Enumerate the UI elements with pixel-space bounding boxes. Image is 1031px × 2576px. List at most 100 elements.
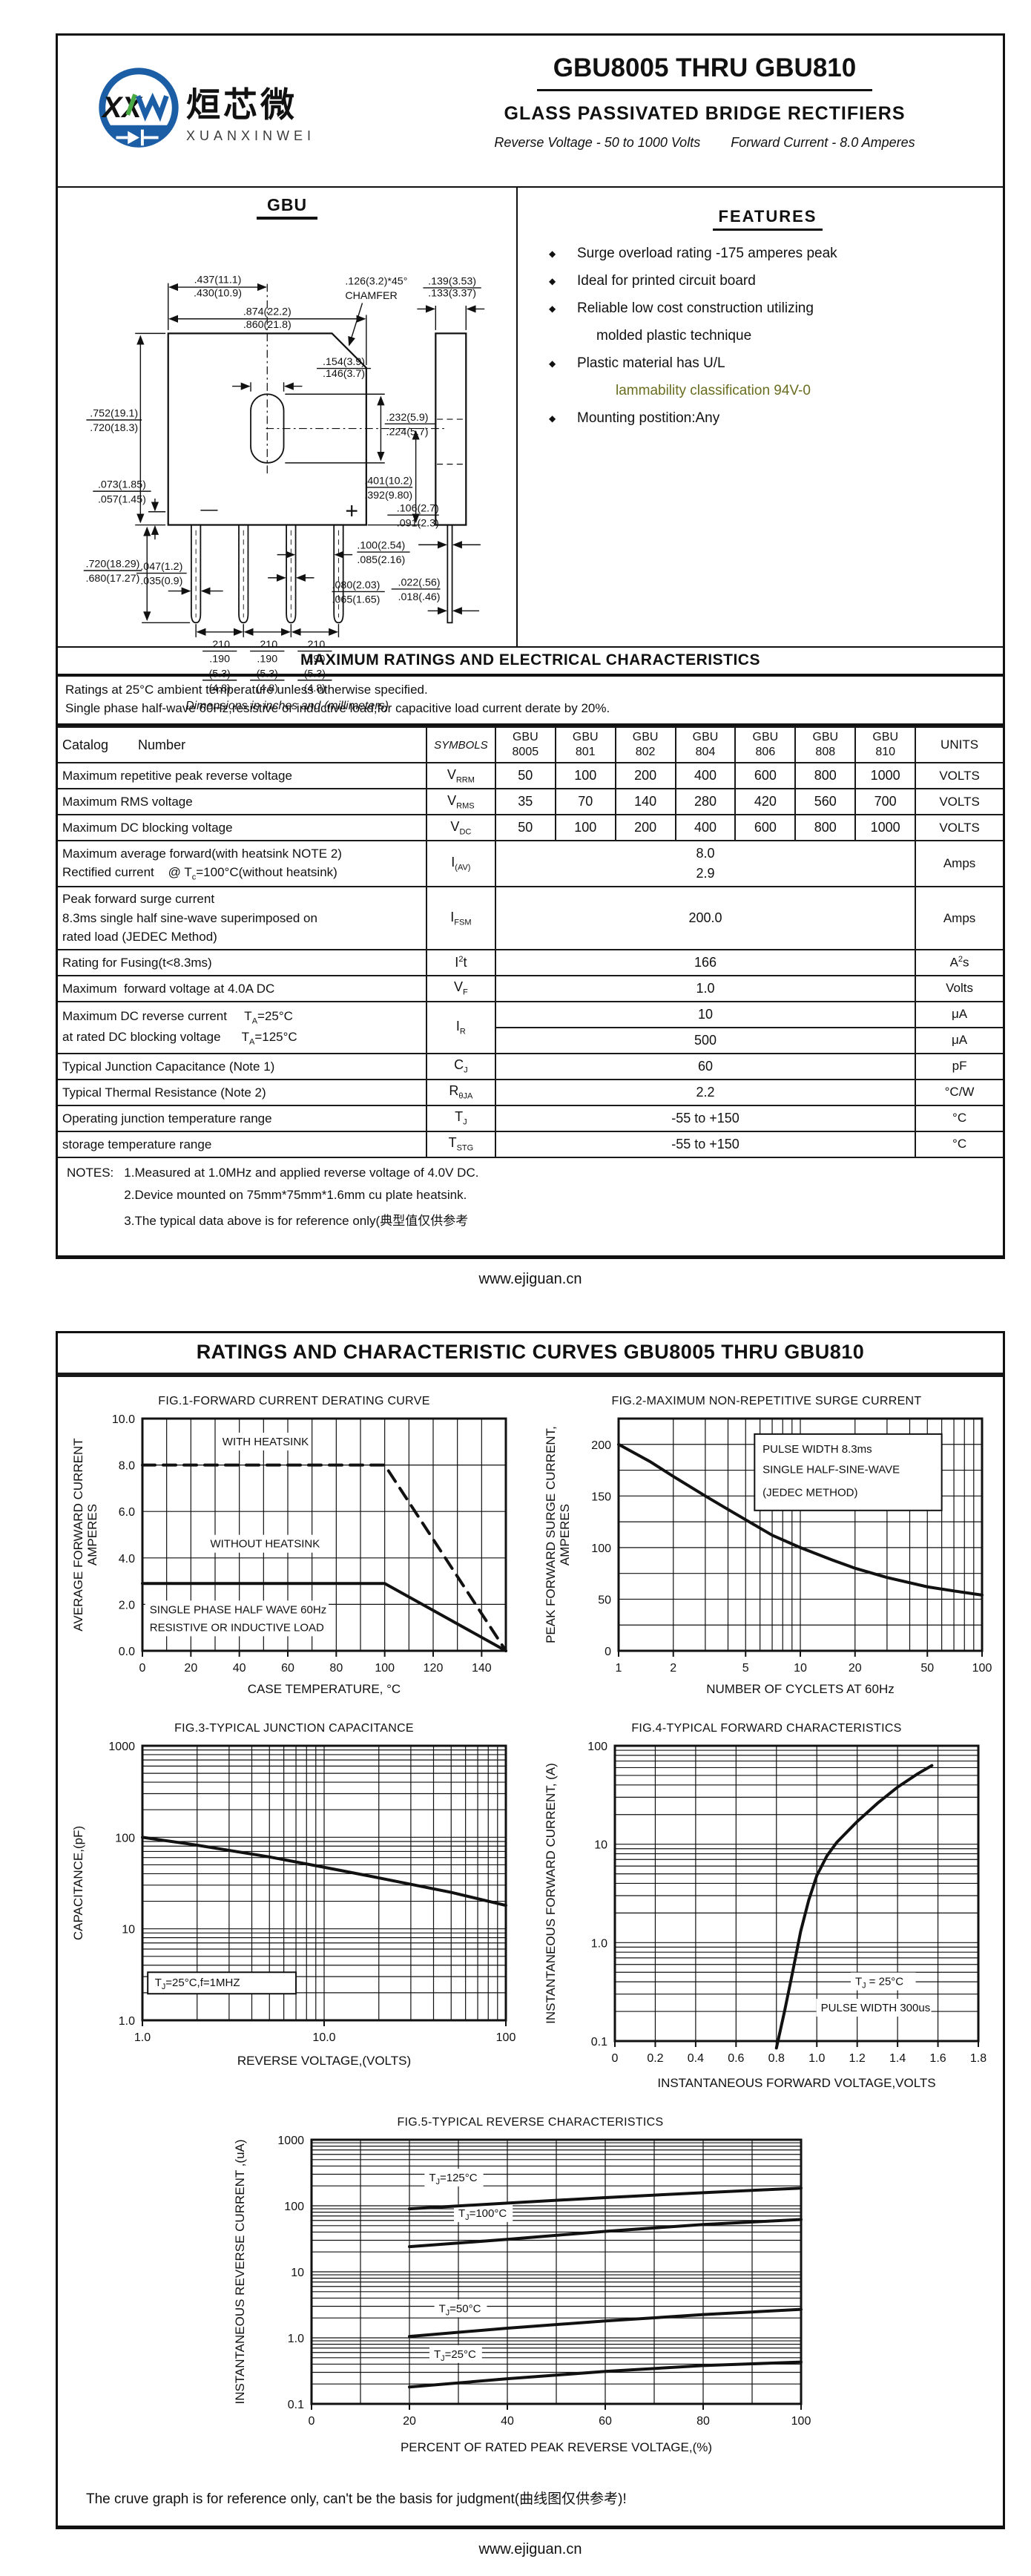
features-title: FEATURES (712, 207, 823, 231)
svg-text:40: 40 (501, 2415, 514, 2428)
fig4-title: FIG.4-TYPICAL FORWARD CHARACTERISTICS (631, 1721, 902, 1735)
svg-text:10: 10 (291, 2267, 304, 2279)
page2-frame: RATINGS AND CHARACTERISTIC CURVES GBU800… (56, 1330, 1005, 2529)
brand-name-cn: 烜芯微 (186, 85, 297, 124)
svg-text:0: 0 (605, 1646, 611, 1658)
svg-text:6.0: 6.0 (118, 1506, 134, 1519)
minus-marking: — (200, 499, 218, 518)
svg-text:1.0: 1.0 (288, 2333, 304, 2345)
dimension-label: .210 (209, 639, 230, 651)
dimension-label: .139(3.53) (428, 275, 476, 287)
spec-label-cell: Maximum forward voltage at 4.0A DC (58, 974, 427, 1002)
svg-text:0.1: 0.1 (590, 2036, 607, 2048)
table-header-row: Catalog Number SYMBOLS GBU 8005 GBU 801 GBU 802… (58, 726, 1003, 764)
dimension-label: .210 (305, 639, 326, 651)
value-cell: 100 (554, 814, 616, 842)
dimension-label: .430(10.9) (194, 287, 242, 299)
page-subtitle: GLASS PASSIVATED BRIDGE RECTIFIERS (504, 103, 906, 124)
svg-text:20: 20 (848, 1662, 861, 1675)
curves-title: RATINGS AND CHARACTERISTIC CURVES GBU800… (58, 1333, 1003, 1377)
svg-text:1.0: 1.0 (808, 2052, 825, 2065)
svg-text:100: 100 (587, 1741, 607, 1753)
feature-item: Surge overload rating -175 amperes peak (547, 246, 988, 262)
svg-text:20: 20 (403, 2415, 416, 2428)
dimension-label: .100(2.54) (357, 540, 405, 552)
feature-item: Reliable low cost construction utilizing (547, 300, 988, 317)
x-axis-label: CASE TEMPERATURE, °C (247, 1682, 400, 1696)
value-cell: 8.0 2.9 (494, 840, 917, 888)
spec-line: Reverse Voltage - 50 to 1000 Volts Forwa… (406, 135, 1003, 151)
svg-text:60: 60 (599, 2415, 612, 2428)
dimension-label: .720(18.3) (90, 422, 138, 434)
svg-text:60: 60 (281, 1662, 294, 1675)
value-cell: 800 (794, 762, 857, 790)
svg-text:XX: XX (101, 91, 143, 123)
dimension-label: .047(1.2) (140, 561, 182, 573)
value-cell: 60 (494, 1052, 917, 1080)
value-cell: 700 (854, 788, 917, 816)
device-column-header: GBU 808 (794, 726, 857, 764)
fig4-chart: 0 0.2 0.4 0.6 0.8 1.0 1.2 1.4 1.6 1.8 0.1 1.0 10 100 T… (544, 1741, 986, 2090)
dimension-label: .065(1.65) (332, 594, 381, 606)
svg-text:100: 100 (284, 2201, 304, 2213)
y-axis-label: INSTANTANEOUS FORWARD CURRENT, (A) (544, 1763, 558, 2024)
device-column-header: GBU 801 (554, 726, 616, 764)
svg-text:150: 150 (591, 1491, 611, 1503)
value-cell: 420 (734, 788, 797, 816)
x-axis-label: REVERSE VOLTAGE,(VOLTS) (237, 2054, 410, 2068)
svg-text:100: 100 (115, 1832, 135, 1844)
chart-annotation: TJ=25°C,f=1MHZ (154, 1977, 240, 1991)
dimension-label: .232(5.9) (386, 412, 429, 424)
symbol-cell: VF (425, 974, 496, 1002)
feature-item: Ideal for printed circuit board (547, 273, 988, 289)
svg-text:80: 80 (696, 2415, 710, 2428)
table-row: Typical Thermal Resistance (Note 2) RθJA 2… (58, 1078, 1003, 1106)
leads (191, 525, 344, 624)
side-view (435, 332, 467, 624)
svg-text:0: 0 (139, 1662, 145, 1675)
dimension-label: .392(9.80) (364, 490, 412, 502)
dimension-labels: .437(11.1).430(10.9).874(22.2).860(21.8)… (86, 275, 476, 694)
fig2-title: FIG.2-MAXIMUM NON-REPETITIVE SURGE CURRE… (611, 1394, 922, 1407)
value-cell: 2.2 (494, 1078, 917, 1106)
svg-text:0.6: 0.6 (728, 2052, 744, 2065)
table-row: 500 μA (58, 1026, 1003, 1054)
fig1-title: FIG.1-FORWARD CURRENT DERATING CURVE (158, 1394, 430, 1407)
svg-text:100: 100 (495, 2031, 516, 2044)
symbol-cell: VRRM (425, 762, 496, 790)
value-cell: 600 (734, 814, 797, 842)
centerlines (266, 283, 447, 476)
symbols-header: SYMBOLS (425, 726, 496, 764)
symbol-cell: IR (425, 1000, 496, 1054)
disclaimer-text: The cruve graph is for reference only, c… (86, 2491, 627, 2507)
dimension-label: .210 (257, 639, 277, 651)
dimension-label: .190 (209, 654, 230, 666)
chart-annotation: TJ=125°C (429, 2172, 477, 2186)
chart-annotation: TJ=50°C (439, 2302, 481, 2317)
note-item: 2.Device mounted on 75mm*75mm*1.6mm cu p… (124, 1187, 467, 1202)
value-cell: 1.0 (494, 974, 917, 1002)
value-cell: 400 (674, 814, 737, 842)
svg-text:0: 0 (611, 2052, 618, 2065)
svg-text:0: 0 (309, 2415, 315, 2428)
svg-text:1.4: 1.4 (889, 2052, 905, 2065)
spec-label-cell: Operating junction temperature range (58, 1104, 427, 1132)
feature-item: Plastic material has U/L (547, 355, 988, 372)
spec-label-cell: Typical Thermal Resistance (Note 2) (58, 1078, 427, 1106)
table-row: Maximum average forward(with heatsink NO… (58, 840, 1003, 888)
title-block: GBU8005 THRU GBU810 GLASS PASSIVATED BRI… (406, 36, 1003, 186)
svg-text:200: 200 (591, 1439, 611, 1452)
svg-text:2.0: 2.0 (118, 1599, 134, 1611)
dimension-label: .224(5.7) (386, 426, 429, 438)
svg-text:8.0: 8.0 (118, 1459, 134, 1472)
spec-label-cell: Maximum average forward(with heatsink NO… (58, 840, 427, 888)
fig3-cell: FIG.3-TYPICAL JUNCTION CAPACITANCE 1.0 10… (58, 1715, 530, 2104)
value-cell: 10 (494, 1000, 917, 1028)
fig1-cell: FIG.1-FORWARD CURRENT DERATING CURVE 0 20… (58, 1387, 530, 1710)
y-axis-label: CAPACITANCE,(pF) (71, 1826, 85, 1940)
unit-cell: Amps (915, 886, 1003, 950)
dimension-label: .035(0.9) (140, 576, 182, 588)
chart-annotation: TJ = 25°C (854, 1975, 903, 1990)
x-axis-label: PERCENT OF RATED PEAK REVERSE VOLTAGE,(%… (401, 2440, 712, 2454)
svg-text:1.0: 1.0 (590, 1937, 607, 1950)
